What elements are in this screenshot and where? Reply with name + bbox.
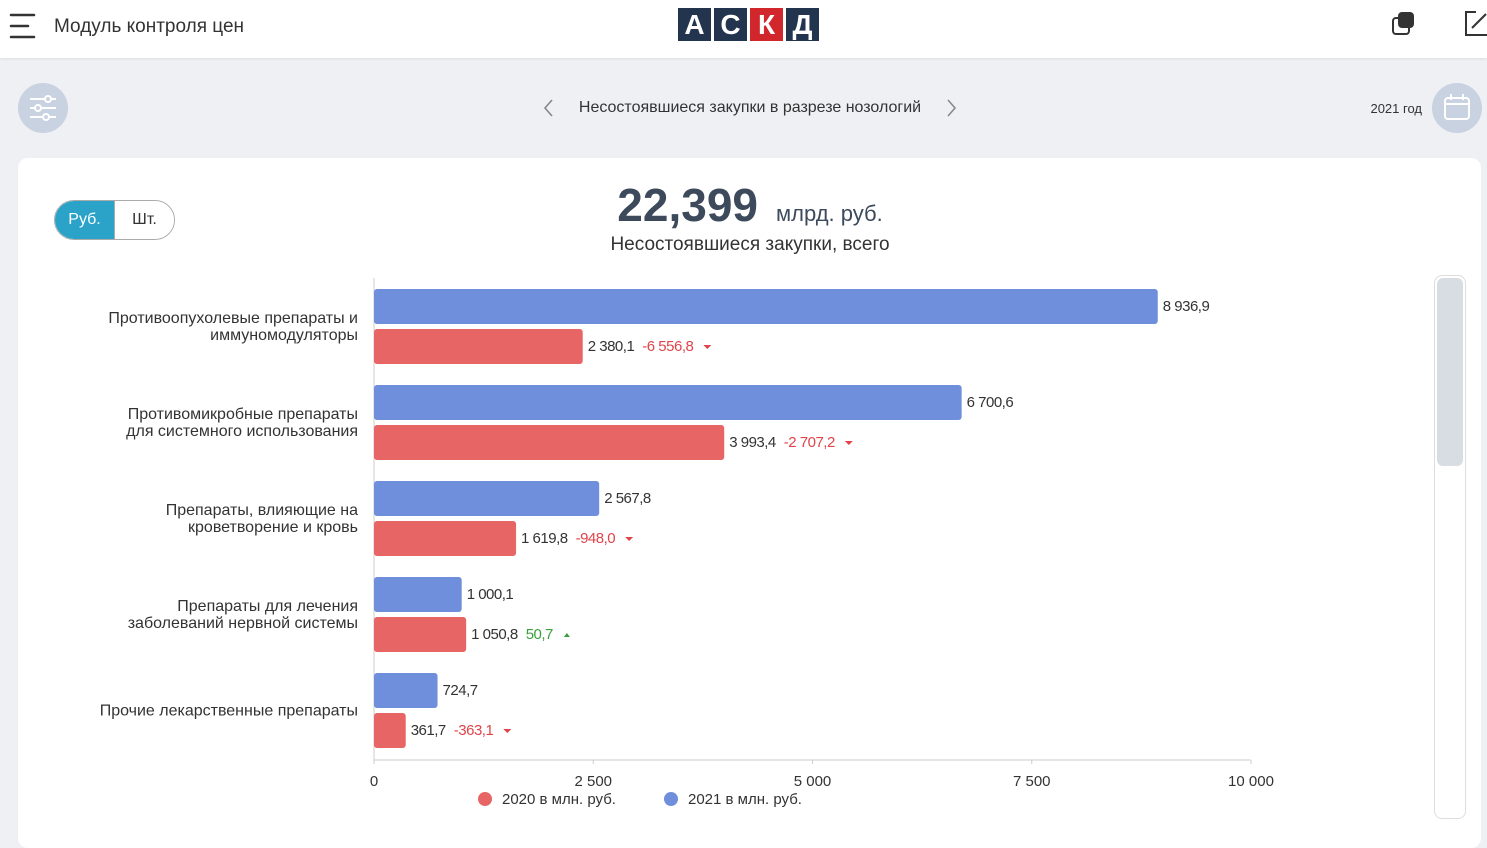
difference-label: -2 707,2: [784, 434, 835, 451]
legend-label: 2020 в млн. руб.: [502, 791, 616, 808]
unit-toggle: Руб. Шт.: [54, 200, 175, 240]
bar: [374, 713, 406, 748]
bar: [374, 481, 600, 516]
logo-letter: А: [678, 8, 711, 41]
menu-icon[interactable]: [8, 12, 38, 40]
x-tick-label: 2 500: [574, 773, 612, 790]
difference-label: -948,0: [576, 530, 616, 547]
difference-arrow: [503, 729, 512, 733]
difference-arrow: [625, 537, 634, 541]
category-label: Противоопухолевые препараты и иммуномоду…: [108, 310, 358, 344]
card: [18, 158, 1481, 848]
summary: 22,399 млрд. руб.: [400, 178, 1100, 232]
bar: [374, 289, 1158, 324]
x-tick-label: 0: [370, 773, 378, 790]
calendar-button[interactable]: [1432, 83, 1482, 133]
category-label: Препараты для лечения заболеваний нервно…: [127, 598, 358, 632]
value-label: 2 380,1: [588, 338, 635, 355]
report-title: Несостоявшиеся закупки в разрезе нозолог…: [578, 99, 922, 116]
logo-letter: С: [714, 8, 747, 41]
scroll-thumb[interactable]: [1437, 278, 1463, 466]
bar: [374, 385, 962, 420]
logo-letter: К: [750, 8, 783, 41]
window-icon[interactable]: [1390, 10, 1418, 38]
difference-label: 50,7: [526, 626, 553, 643]
toggle-option[interactable]: Шт.: [114, 201, 174, 239]
bar: [374, 521, 517, 556]
bar: [374, 577, 462, 612]
difference-arrow: [563, 633, 570, 637]
category-label: Прочие лекарственные препараты: [99, 702, 358, 720]
legend-swatch: [478, 792, 492, 806]
value-label: 8 936,9: [1163, 298, 1210, 315]
category-label: Противомикробные препараты для системног…: [126, 406, 358, 440]
export-icon[interactable]: [1462, 8, 1487, 38]
difference-label: -6 556,8: [642, 338, 693, 355]
value-label: 361,7: [411, 722, 446, 739]
value-label: 6 700,6: [967, 394, 1014, 411]
total-value: 22,399: [617, 179, 758, 231]
value-label: 1 619,8: [521, 530, 568, 547]
difference-arrow: [844, 441, 853, 445]
difference-arrow: [703, 345, 712, 349]
bar: [374, 425, 725, 460]
value-label: 3 993,4: [729, 434, 776, 451]
category-label: Препараты, влияющие на кроветворение и к…: [165, 502, 358, 536]
value-label: 1 050,8: [471, 626, 518, 643]
chart: 0 2 500 5 000 7 500 10 000 8 936,9 2 380,1 -6 5…: [370, 278, 1274, 808]
legend-label: 2021 в млн. руб.: [688, 791, 802, 808]
legend-swatch: [664, 792, 678, 806]
bar: [374, 329, 583, 364]
x-tick-label: 7 500: [1013, 773, 1051, 790]
value-label: 2 567,8: [604, 490, 651, 507]
prev-arrow[interactable]: [542, 98, 556, 118]
logo-letter: Д: [786, 8, 819, 41]
x-tick-label: 5 000: [794, 773, 832, 790]
year-label: 2021 год: [1370, 101, 1422, 116]
value-label: 724,7: [443, 682, 478, 699]
summary-caption: Несостоявшиеся закупки, всего: [610, 234, 890, 255]
value-label: 1 000,1: [467, 586, 514, 603]
bar: [374, 673, 438, 708]
bar: [374, 617, 467, 652]
x-tick-label: 10 000: [1228, 773, 1274, 790]
total-unit: млрд. руб.: [776, 201, 883, 226]
app-title: Модуль контроля цен: [54, 16, 245, 37]
next-arrow[interactable]: [944, 98, 958, 118]
scroll-preview[interactable]: [1434, 275, 1466, 819]
toggle-option[interactable]: Руб.: [55, 201, 114, 239]
filter-button[interactable]: [18, 83, 68, 133]
difference-label: -363,1: [454, 722, 494, 739]
